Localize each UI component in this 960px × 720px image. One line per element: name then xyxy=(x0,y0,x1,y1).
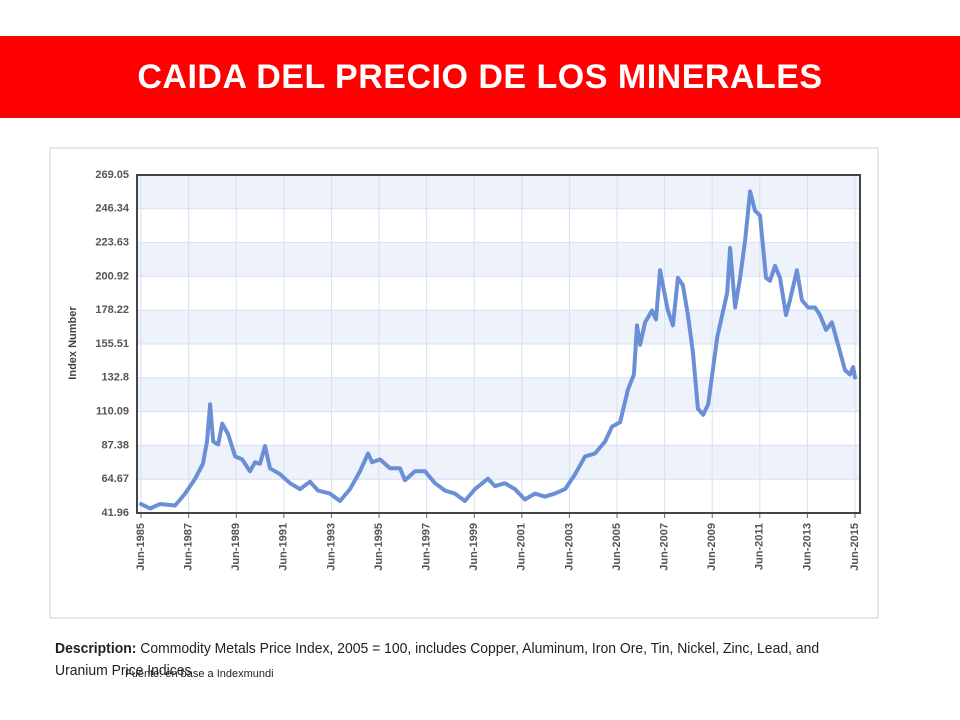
y-tick-label: 132.8 xyxy=(101,372,129,384)
x-tick-label: Jun-2005 xyxy=(611,523,623,571)
grid-band xyxy=(137,310,860,344)
x-tick-label: Jun-2009 xyxy=(706,523,718,571)
y-tick-label: 200.92 xyxy=(95,270,129,282)
x-tick-label: Jun-2001 xyxy=(516,523,528,571)
y-tick-label: 87.38 xyxy=(101,439,129,451)
y-tick-label: 223.63 xyxy=(95,237,129,249)
y-tick-label: 64.67 xyxy=(101,473,129,485)
title-banner: CAIDA DEL PRECIO DE LOS MINERALES xyxy=(0,36,960,118)
y-tick-label: 246.34 xyxy=(95,203,130,215)
grid-band xyxy=(137,242,860,277)
y-tick-label: 155.51 xyxy=(95,338,129,350)
description-text: Commodity Metals Price Index, 2005 = 100… xyxy=(55,640,820,679)
y-axis-label: Index Number xyxy=(67,306,79,380)
x-tick-label: Jun-2003 xyxy=(563,523,575,571)
grid-band xyxy=(137,377,860,412)
x-tick-label: Jun-2013 xyxy=(801,523,813,571)
y-tick-label: 269.05 xyxy=(95,169,129,181)
x-tick-label: Jun-1989 xyxy=(230,523,242,571)
x-tick-label: Jun-1997 xyxy=(421,523,433,571)
x-tick-label: Jun-1999 xyxy=(468,523,480,571)
y-tick-label: 178.22 xyxy=(95,304,129,316)
x-tick-label: Jun-1987 xyxy=(183,523,195,571)
description: Description: Commodity Metals Price Inde… xyxy=(55,638,841,682)
x-tick-label: Jun-1995 xyxy=(373,523,385,571)
x-tick-label: Jun-1985 xyxy=(135,523,147,571)
price-line xyxy=(139,189,857,511)
x-tick-label: Jun-1991 xyxy=(278,523,290,571)
grid-band xyxy=(137,175,860,209)
plot-border xyxy=(136,174,861,514)
chart: Index Number 41.96 64.67 87.38 110.09 132.8 1… xyxy=(49,147,879,619)
x-tick-label: Jun-1993 xyxy=(325,523,337,571)
x-tick-label: Jun-2011 xyxy=(754,523,766,570)
source: Fuente: en base a Indexmundi xyxy=(125,668,274,680)
y-tick-label: 41.96 xyxy=(101,507,129,519)
x-tick-label: Jun-2015 xyxy=(849,523,861,571)
description-label: Description: xyxy=(55,640,137,657)
y-tick-label: 110.09 xyxy=(96,406,129,418)
slide-title: CAIDA DEL PRECIO DE LOS MINERALES xyxy=(137,57,823,96)
x-tick-label: Jun-2007 xyxy=(659,523,671,571)
